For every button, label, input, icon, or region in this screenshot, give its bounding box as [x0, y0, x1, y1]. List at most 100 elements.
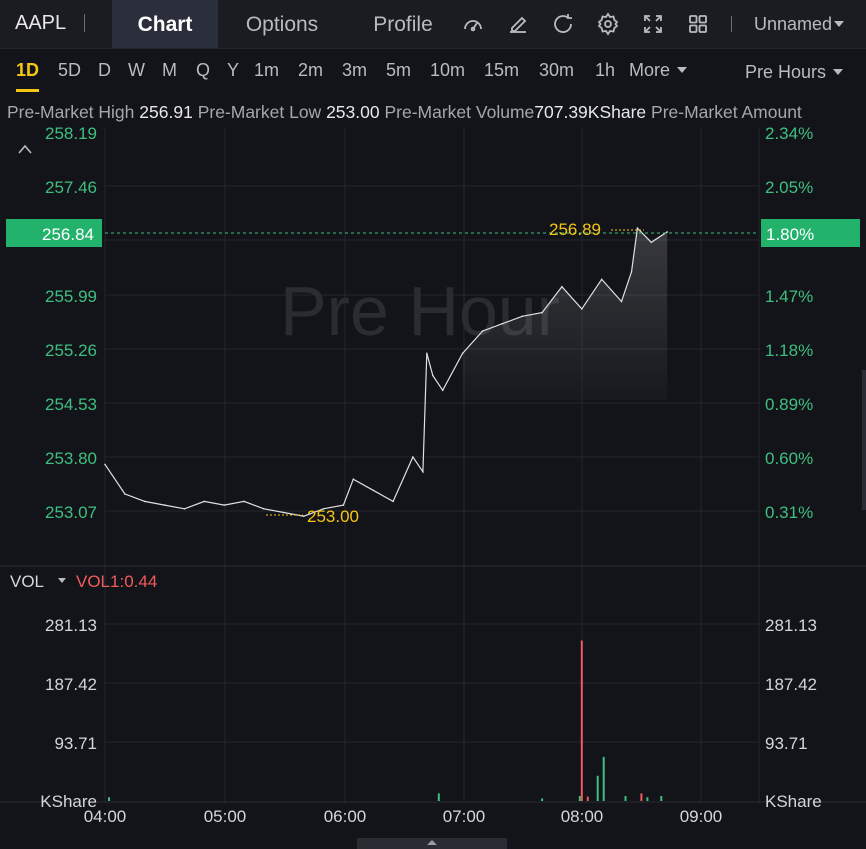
volume-bar	[578, 796, 581, 801]
price-point	[322, 508, 325, 510]
more-intervals-dropdown[interactable]: More	[629, 60, 688, 81]
interval-m[interactable]: M	[162, 60, 177, 80]
caret-down-icon[interactable]	[58, 578, 66, 583]
caret-up-icon	[427, 840, 437, 845]
tab-chart[interactable]: Chart	[112, 0, 218, 48]
volume-bar	[660, 796, 663, 801]
price-point	[163, 504, 166, 506]
interval-30m[interactable]: 30m	[539, 60, 575, 80]
price-point	[432, 374, 434, 377]
fullscreen-icon[interactable]	[641, 12, 665, 36]
interval-bar: 1D 5D D W M Q Y 1m 2m 3m 5m 10m 15m 30m …	[0, 48, 866, 94]
volume-indicator-value: VOL1:0.44	[76, 572, 157, 591]
price-point	[461, 352, 464, 355]
tab-profile[interactable]: Profile	[373, 13, 433, 36]
interval-w[interactable]: W	[128, 60, 145, 80]
draw-pen-icon[interactable]	[506, 12, 530, 36]
amount-label: Pre-Market Amount	[651, 102, 802, 122]
volume-bar	[108, 797, 110, 801]
price-point	[203, 500, 206, 503]
y-tick-left: 255.99	[45, 287, 97, 306]
refresh-icon[interactable]	[551, 12, 575, 36]
interval-5d[interactable]: 5D	[58, 60, 82, 80]
volume-bar	[586, 796, 589, 801]
volume-label: Pre-Market Volume	[384, 102, 535, 122]
percent-axis-right: 2.34% 2.05% 1.76% 1.47% 1.18% 0.89% 0.60…	[765, 124, 813, 522]
interval-5m[interactable]: 5m	[386, 60, 412, 80]
price-point	[441, 389, 444, 392]
price-point	[243, 500, 245, 503]
interval-1m[interactable]: 1m	[254, 60, 280, 80]
vol-tick-right: 187.42	[765, 675, 817, 694]
volume-bar	[602, 756, 605, 801]
interval-15m[interactable]: 15m	[484, 60, 520, 80]
price-point	[342, 504, 345, 506]
price-point	[600, 278, 603, 281]
interval-1d[interactable]: 1D	[16, 60, 40, 92]
interval-3m[interactable]: 3m	[342, 60, 368, 80]
price-point	[666, 231, 668, 233]
price-point	[650, 241, 653, 244]
low-value: 253.00	[326, 102, 380, 122]
current-pct-label: 1.80%	[766, 225, 814, 244]
interval-2m[interactable]: 2m	[298, 60, 324, 80]
x-tick: 08:00	[561, 807, 604, 826]
tab-options[interactable]: Options	[245, 13, 319, 36]
interval-10m[interactable]: 10m	[430, 60, 466, 80]
indicator-gauge-icon[interactable]	[461, 12, 485, 36]
price-point	[104, 463, 106, 466]
vol-tick-right: 93.71	[765, 734, 808, 753]
volume-value: 707.39KShare	[534, 102, 647, 122]
time-range-handle[interactable]	[357, 838, 507, 849]
price-point	[124, 493, 126, 495]
y-tick-left: 255.26	[45, 341, 97, 360]
price-point	[223, 504, 225, 506]
ticker-symbol[interactable]: AAPL	[15, 12, 67, 34]
y-tick-right: 2.34%	[765, 124, 813, 143]
collapse-chevron-icon[interactable]	[18, 144, 32, 154]
price-point	[422, 471, 424, 473]
interval-1h[interactable]: 1h	[595, 60, 616, 80]
current-price-label: 256.84	[42, 225, 94, 244]
session-selector[interactable]: Pre Hours	[745, 62, 844, 83]
caret-down-icon	[677, 66, 688, 73]
price-line-series[interactable]	[104, 226, 668, 517]
interval-q[interactable]: Q	[196, 60, 211, 80]
y-tick-right: 0.60%	[765, 449, 813, 468]
grid	[104, 128, 760, 803]
price-point	[501, 322, 504, 325]
price-point	[283, 511, 285, 514]
price-point	[352, 478, 355, 481]
caret-down-icon	[834, 20, 845, 27]
top-bar: AAPL Chart Options Profile Unnamed	[0, 0, 866, 49]
vol-unit-left: KShare	[40, 792, 97, 811]
y-tick-left: 253.07	[45, 503, 97, 522]
low-marker-label: 253.00	[307, 507, 359, 526]
x-tick: 04:00	[84, 807, 127, 826]
volume-axis-right: 281.13 187.42 93.71 KShare	[765, 616, 822, 811]
vol-tick-right: 281.13	[765, 616, 817, 635]
price-points	[104, 227, 668, 517]
interval-y[interactable]: Y	[227, 60, 240, 80]
layout-selector[interactable]: Unnamed	[754, 14, 845, 35]
interval-d[interactable]: D	[98, 60, 111, 80]
layout-grid-icon[interactable]	[686, 12, 710, 36]
volume-pane-label[interactable]: VOL	[10, 572, 44, 591]
scrollbar[interactable]	[862, 370, 866, 510]
x-tick: 05:00	[204, 807, 247, 826]
y-tick-right: 1.47%	[765, 287, 813, 306]
price-point	[541, 311, 543, 314]
divider	[84, 14, 85, 32]
volume-bars	[108, 640, 663, 801]
premarket-stats: Pre-Market High 256.91 Pre-Market Low 25…	[7, 102, 866, 123]
high-marker-label: 256.89	[549, 220, 601, 239]
price-point	[302, 515, 305, 517]
volume-bar	[624, 796, 627, 801]
y-tick-left: 257.46	[45, 178, 97, 197]
high-value: 256.91	[139, 102, 193, 122]
y-tick-left: 253.80	[45, 449, 97, 468]
settings-gear-icon[interactable]	[596, 12, 620, 36]
volume-bar	[437, 793, 440, 801]
y-tick-right: 0.89%	[765, 395, 813, 414]
